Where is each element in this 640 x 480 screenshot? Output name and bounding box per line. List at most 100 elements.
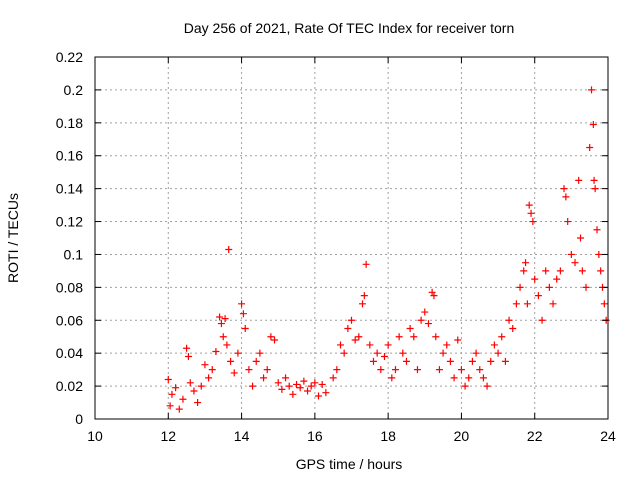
plot-frame	[94, 56, 609, 420]
data-points	[164, 86, 610, 413]
data-point	[282, 374, 290, 382]
y-tick-label: 0.04	[56, 345, 83, 361]
data-point	[344, 325, 352, 332]
data-point	[234, 349, 242, 357]
data-point	[263, 366, 271, 374]
x-tick-label: 10	[87, 428, 103, 444]
data-point	[348, 316, 355, 324]
data-point	[238, 300, 246, 308]
y-tick-label: 0.06	[56, 312, 83, 328]
data-point	[516, 283, 524, 291]
data-point	[578, 267, 586, 275]
data-point	[333, 366, 341, 374]
data-point	[575, 176, 583, 184]
data-point	[373, 349, 381, 357]
data-point	[399, 349, 407, 357]
x-tick-label: 12	[160, 428, 176, 444]
data-point	[595, 250, 603, 258]
data-point	[252, 357, 260, 365]
data-point	[190, 387, 198, 395]
data-point	[600, 300, 608, 308]
data-point	[430, 292, 438, 300]
axis-ticks	[94, 56, 609, 420]
data-point	[395, 333, 403, 341]
data-point	[556, 267, 564, 275]
data-point	[241, 325, 249, 332]
data-point	[358, 300, 366, 308]
data-point	[223, 341, 231, 349]
chart-title: Day 256 of 2021, Rate Of TEC Index for r…	[184, 20, 514, 36]
data-point	[285, 382, 293, 390]
data-point	[424, 320, 432, 328]
data-point	[450, 374, 458, 382]
data-point	[219, 333, 227, 341]
data-point	[311, 379, 319, 387]
data-point	[164, 376, 172, 384]
y-tick-label: 0.2	[64, 82, 84, 98]
data-point	[476, 366, 484, 374]
x-tick-label: 22	[527, 428, 543, 444]
y-tick-label: 0.22	[56, 49, 83, 65]
data-point	[175, 405, 183, 413]
data-point	[227, 357, 235, 365]
data-point	[465, 374, 473, 382]
data-point	[542, 267, 550, 275]
data-point	[216, 313, 224, 321]
data-point	[322, 389, 330, 397]
data-point	[362, 260, 370, 268]
x-axis-label: GPS time / hours	[296, 456, 403, 472]
data-point	[205, 374, 213, 382]
data-point	[560, 185, 568, 193]
data-point	[439, 349, 447, 357]
data-point	[360, 292, 368, 300]
data-point	[432, 333, 440, 341]
data-point	[315, 392, 323, 400]
x-tick-label: 14	[234, 428, 250, 444]
data-point	[549, 300, 557, 308]
data-point	[307, 382, 315, 390]
data-point	[355, 333, 363, 341]
data-point	[527, 209, 535, 217]
data-point	[184, 352, 192, 360]
data-point	[318, 380, 326, 388]
data-point	[179, 395, 187, 403]
data-point	[366, 341, 374, 349]
x-tick-label: 16	[307, 428, 323, 444]
data-point	[588, 86, 596, 94]
data-point	[531, 275, 539, 283]
data-point	[256, 349, 264, 357]
data-point	[520, 267, 528, 275]
data-point	[245, 366, 253, 374]
data-point	[221, 315, 229, 323]
data-point	[564, 218, 572, 226]
y-axis-label: ROTI / TECUs	[5, 193, 21, 283]
data-point	[534, 292, 542, 300]
data-point	[172, 384, 180, 392]
data-point	[525, 201, 533, 209]
data-point	[289, 390, 297, 398]
data-point	[593, 226, 601, 234]
data-point	[239, 310, 247, 318]
data-point	[271, 336, 279, 344]
y-tick-label: 0.18	[56, 115, 83, 131]
x-tick-labels: 10 12 14 16 18 20 22 24	[87, 428, 616, 444]
data-point	[577, 234, 585, 242]
data-point	[582, 283, 590, 291]
data-point	[498, 333, 506, 341]
data-point	[483, 382, 491, 390]
data-point	[529, 218, 537, 226]
data-point	[278, 385, 286, 393]
y-tick-label: 0.1	[64, 246, 84, 262]
data-point	[454, 336, 462, 344]
data-point	[501, 357, 509, 365]
data-point	[217, 320, 225, 328]
data-point	[194, 399, 202, 407]
data-point	[571, 259, 579, 267]
data-point	[249, 382, 257, 390]
data-point	[351, 336, 359, 344]
data-point	[267, 333, 275, 341]
data-point	[410, 333, 418, 341]
data-point	[479, 374, 487, 382]
data-point	[337, 341, 345, 349]
